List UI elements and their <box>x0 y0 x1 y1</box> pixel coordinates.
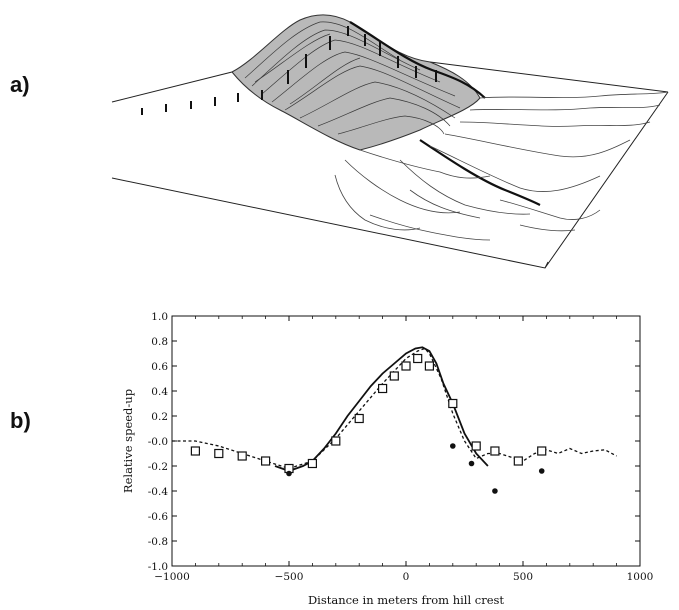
tower-marks <box>141 26 437 115</box>
ridge-line <box>349 21 541 206</box>
y-tick-labels: 1.0 0.8 0.6 0.4 0.2 -0.0 -0.2 -0.4 -0.6 -0.8 -1.0 <box>148 311 169 573</box>
square-marker <box>237 451 247 461</box>
solid-series-line <box>274 346 489 472</box>
dot-marker <box>286 470 292 477</box>
y-axis-label: Relative speed-up <box>121 389 135 493</box>
square-marker <box>513 456 523 466</box>
y-tick-label: 0.8 <box>151 336 168 348</box>
y-tick-label: -0.4 <box>148 486 169 498</box>
hill-contours <box>244 21 461 135</box>
marker-points <box>190 353 547 494</box>
x-axis-label: Distance in meters from hill crest <box>308 593 504 607</box>
square-marker <box>261 456 271 466</box>
square-marker <box>448 398 458 409</box>
tick-marks <box>171 315 641 567</box>
y-tick-label: -1.0 <box>148 561 168 573</box>
panel-a-label: a) <box>10 72 30 97</box>
square-marker <box>214 448 224 459</box>
x-tick-label: 1000 <box>627 571 654 583</box>
square-marker <box>378 383 388 394</box>
dot-marker <box>468 460 475 467</box>
y-tick-label: -0.6 <box>148 511 169 523</box>
x-tick-label: 500 <box>513 571 533 583</box>
square-marker <box>490 446 500 456</box>
square-marker <box>424 361 434 371</box>
3d-terrain-contour-icon <box>111 14 669 269</box>
square-marker <box>389 371 399 381</box>
square-marker <box>413 353 423 364</box>
dot-marker <box>492 488 498 494</box>
plate-back-edge <box>429 61 669 93</box>
y-tick-label: 1.0 <box>151 311 168 323</box>
plain-contours <box>334 91 669 241</box>
square-marker <box>401 361 411 371</box>
square-marker <box>307 458 317 469</box>
square-marker <box>471 441 481 451</box>
square-marker <box>331 436 341 446</box>
panel-b-label: b) <box>10 408 31 433</box>
x-tick-labels: −1000 −500 0 500 1000 <box>154 571 653 583</box>
y-tick-label: 0.2 <box>151 411 168 423</box>
y-tick-label: -0.0 <box>148 436 168 448</box>
y-tick-label: -0.8 <box>148 536 168 548</box>
x-tick-label: −500 <box>275 571 304 583</box>
square-marker <box>354 413 364 424</box>
square-marker <box>537 446 547 456</box>
x-tick-label: −1000 <box>154 571 190 583</box>
dashed-series-line <box>172 347 617 470</box>
x-tick-label: 0 <box>403 571 410 583</box>
y-tick-label: 0.4 <box>151 386 168 398</box>
y-tick-label: 0.6 <box>151 361 168 373</box>
square-marker <box>190 446 200 456</box>
plate-left-top-edge <box>111 71 233 103</box>
dot-marker <box>538 468 545 474</box>
dot-marker <box>450 443 456 449</box>
y-tick-label: -0.2 <box>148 461 168 473</box>
